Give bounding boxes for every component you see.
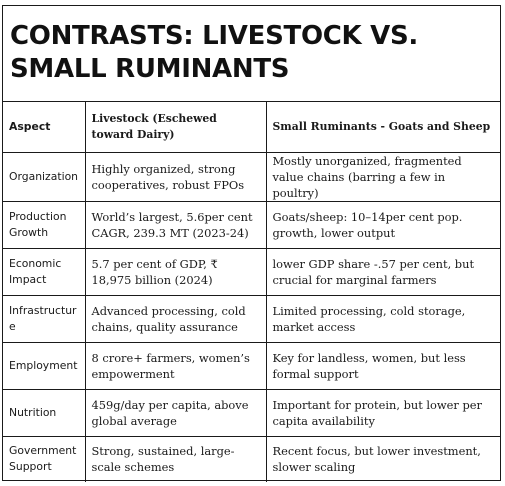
table-row: Organization Highly organized, strong co… [3, 151, 500, 202]
table-row: Economic Impact 5.7 per cent of GDP, ₹ 1… [3, 247, 500, 296]
row-aspect: Infrastructure [3, 294, 86, 343]
title-line-1: CONTRASTS: LIVESTOCK VS. [10, 21, 418, 51]
header-aspect: Aspect [3, 102, 86, 153]
row-aspect: Organization [3, 151, 86, 202]
table-row: Government Support Strong, sustained, la… [3, 435, 500, 482]
row-livestock: Advanced processing, cold chains, qualit… [84, 294, 267, 343]
row-livestock: Strong, sustained, large-scale schemes [84, 435, 267, 482]
row-aspect: Government Support [3, 435, 86, 482]
header-small-ruminants: Small Ruminants - Goats and Sheep [265, 102, 500, 153]
table-header-row: Aspect Livestock (Eschewed toward Dairy)… [3, 102, 500, 153]
row-small-ruminants: Goats/sheep: 10–14per cent pop. growth, … [265, 200, 500, 249]
row-aspect: Production Growth [3, 200, 86, 249]
row-small-ruminants: Recent focus, but lower investment, slow… [265, 435, 500, 482]
row-small-ruminants: Important for protein, but lower per cap… [265, 388, 500, 437]
row-aspect: Employment [3, 341, 86, 390]
row-livestock: 5.7 per cent of GDP, ₹ 18,975 billion (2… [84, 247, 267, 296]
table-row: Nutrition 459g/day per capita, above glo… [3, 388, 500, 437]
row-livestock: Highly organized, strong cooperatives, r… [84, 151, 267, 202]
row-aspect: Economic Impact [3, 247, 86, 296]
infographic-frame: CONTRASTS: LIVESTOCK VS. SMALL RUMINANTS… [2, 5, 501, 482]
table-row: Infrastructure Advanced processing, cold… [3, 294, 500, 343]
row-livestock: World’s largest, 5.6per cent CAGR, 239.3… [84, 200, 267, 249]
table-row: Employment 8 crore+ farmers, women’s emp… [3, 341, 500, 390]
row-livestock: 459g/day per capita, above global averag… [84, 388, 267, 437]
header-livestock: Livestock (Eschewed toward Dairy) [84, 102, 267, 153]
row-small-ruminants: Limited processing, cold storage, market… [265, 294, 500, 343]
row-small-ruminants: lower GDP share -.57 per cent, but cruci… [265, 247, 500, 296]
row-small-ruminants: Mostly unorganized, fragmented value cha… [265, 151, 500, 202]
row-livestock: 8 crore+ farmers, women’s empowerment [84, 341, 267, 390]
title-line-2: SMALL RUMINANTS [10, 54, 290, 84]
page-title: CONTRASTS: LIVESTOCK VS. SMALL RUMINANTS [3, 6, 500, 102]
table-row: Production Growth World’s largest, 5.6pe… [3, 200, 500, 249]
row-aspect: Nutrition [3, 388, 86, 437]
comparison-table: Aspect Livestock (Eschewed toward Dairy)… [3, 102, 500, 482]
row-small-ruminants: Key for landless, women, but less formal… [265, 341, 500, 390]
